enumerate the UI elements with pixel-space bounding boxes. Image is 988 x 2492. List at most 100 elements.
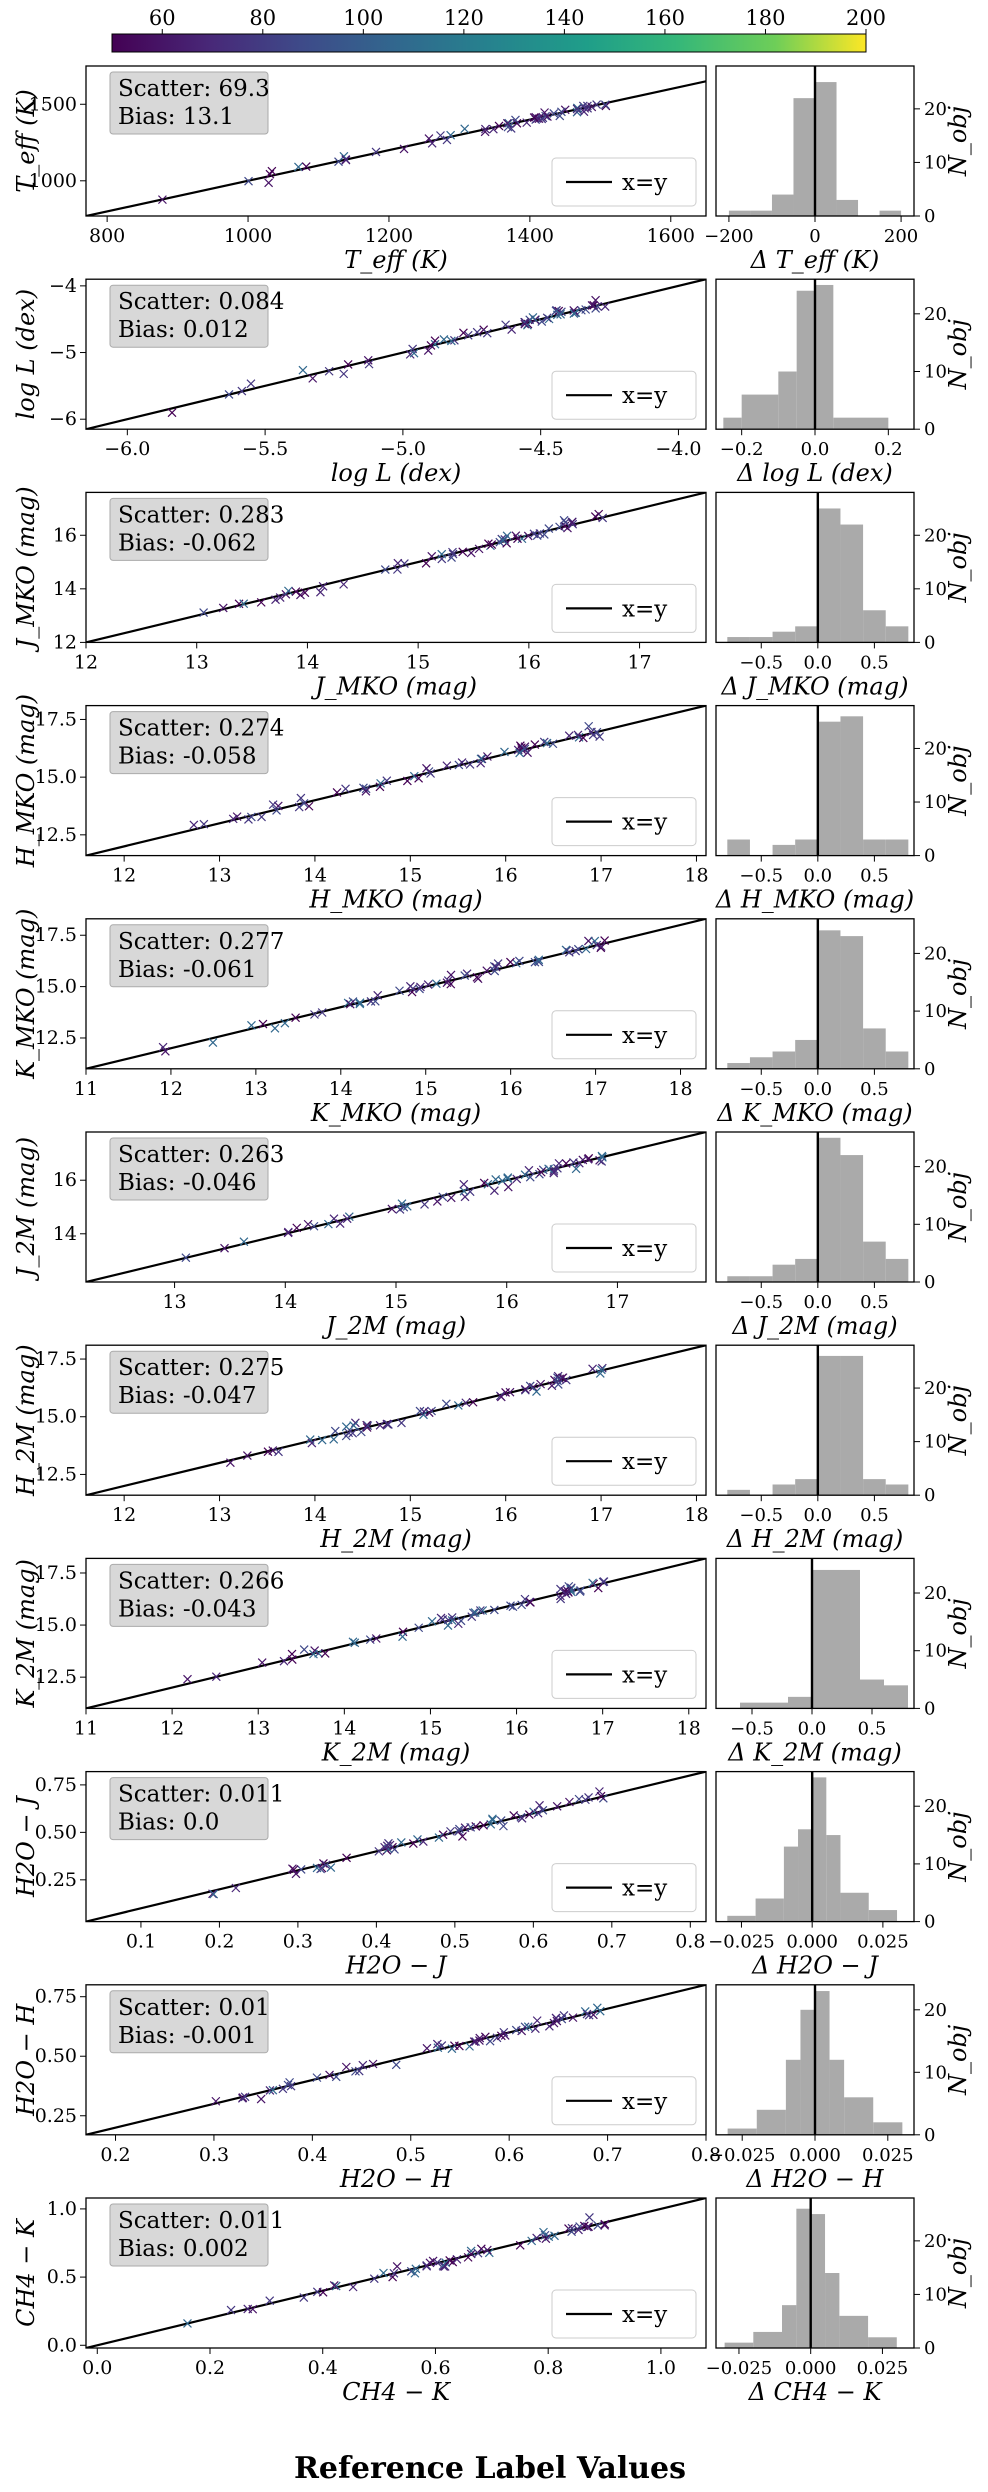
scatter-point [480, 127, 490, 137]
hist-bar [795, 626, 818, 643]
scatter-point [291, 587, 301, 597]
scatter-point [416, 982, 425, 992]
scatter-xtick-label: 17 [589, 1504, 613, 1526]
hist-bar [778, 371, 797, 430]
hist-bar [764, 1702, 788, 1709]
scatter-data-h2m [86, 1345, 706, 1496]
scatter-point [569, 306, 579, 315]
scatter-point [448, 549, 458, 559]
panel-kmko: 11 12 13 14 15 16 17 18 12.5 15.0 17.5 Scatter: 0.2… [12, 909, 972, 1127]
scatter-point [588, 730, 598, 740]
scatter-point [301, 162, 311, 171]
scatter-point [226, 2305, 236, 2315]
scatter-point [536, 1379, 546, 1389]
hist-ytick-label: 0 [924, 419, 935, 440]
panel-h2oj: 0.1 0.2 0.3 0.4 0.5 0.6 0.7 0.8 0.25 0.50 0.75 Scat… [12, 1770, 972, 1980]
scatter-point [370, 996, 380, 1006]
hist-bar [810, 2214, 826, 2348]
scatter-point [434, 1833, 444, 1843]
hist-xtick-label: −0.5 [739, 1292, 783, 1313]
scatter-ytick-label: −5 [49, 342, 77, 364]
scatter-axes-k2m [85, 1557, 707, 1710]
stats-box [109, 497, 269, 561]
hist-bar [815, 1991, 830, 2135]
scatter-point [466, 548, 476, 558]
scatter-point [580, 1795, 590, 1805]
scatter-point [304, 801, 314, 811]
scatter-ytick-label: 0.50 [35, 1821, 77, 1843]
scatter-point [414, 773, 424, 783]
legend-label: x=y [622, 1236, 667, 1262]
scatter-point [453, 1400, 463, 1410]
scatter-point [482, 2245, 492, 2255]
scatter-point [392, 2261, 402, 2271]
legend-box [551, 2076, 697, 2126]
scatter-point [247, 1020, 256, 1030]
scatter-point [549, 1166, 559, 1176]
panel-ch4k: 0.0 0.2 0.4 0.6 0.8 1.0 0.0 0.5 1.0 Scatter: 0.01… [12, 2197, 972, 2406]
identity-line [86, 1771, 706, 1922]
scatter-point [308, 373, 318, 383]
legend-label: x=y [622, 170, 667, 196]
scatter-point [488, 1814, 497, 1824]
scatter-point [382, 776, 392, 786]
hist-bar [727, 1276, 750, 1282]
scatter-point [598, 513, 608, 523]
scatter-stat: Scatter: 0.011 [118, 2208, 284, 2234]
scatter-point [517, 2026, 527, 2036]
scatter-ytick-label: 0.25 [35, 2105, 77, 2127]
hist-xtick-label: 0.0 [804, 866, 833, 887]
scatter-xtick-label: 18 [677, 1717, 701, 1739]
scatter-point [539, 737, 549, 747]
scatter-point [283, 586, 293, 596]
scatter-point [380, 565, 390, 574]
scatter-point [500, 747, 509, 757]
scatter-stat: Scatter: 0.266 [118, 1568, 284, 1594]
scatter-point [432, 1197, 442, 1206]
hist-xtick-label: −0.2 [720, 439, 764, 460]
scatter-point [446, 130, 456, 140]
scatter-point [488, 1815, 498, 1825]
scatter-point [595, 1369, 605, 1378]
scatter-point [341, 784, 350, 794]
scatter-ytick-label: 17.5 [35, 1562, 77, 1584]
scatter-point [482, 966, 492, 976]
scatter-stat: Scatter: 0.283 [118, 502, 284, 528]
scatter-point [157, 195, 167, 205]
scatter-point [463, 2252, 473, 2262]
scatter-point [286, 2081, 296, 2091]
hist-xtick-label: −0.5 [739, 1079, 783, 1100]
scatter-point [441, 2258, 451, 2268]
scatter-point [458, 1832, 467, 1841]
scatter-point [268, 2085, 278, 2095]
scatter-point [585, 2213, 594, 2222]
hist-xlabel: Δ H_2M (mag) [726, 1525, 904, 1553]
hist-bar [868, 1910, 898, 1922]
hist-xtick-label: 0 [809, 226, 820, 247]
hist-bar [782, 2305, 797, 2348]
scatter-xtick-label: −4.0 [655, 438, 701, 460]
scatter-xtick-label: 11 [74, 1078, 98, 1100]
legend-box [551, 157, 697, 207]
scatter-data-hmko [86, 705, 706, 856]
scatter-point [524, 1810, 534, 1820]
scatter-point [442, 761, 452, 771]
scatter-point [239, 599, 249, 609]
scatter-point [583, 936, 593, 946]
scatter-point [292, 1223, 302, 1233]
scatter-ytick-label: 0.5 [47, 2266, 77, 2288]
scatter-ytick-label: 0.75 [35, 1774, 77, 1796]
scatter-point [189, 820, 199, 830]
scatter-point [508, 1602, 518, 1612]
scatter-point [181, 1253, 191, 1263]
hist-axes [715, 2197, 915, 2349]
scatter-point [517, 1813, 527, 1823]
legend-label: x=y [622, 1662, 667, 1688]
scatter-point [489, 1186, 499, 1196]
scatter-xtick-label: −5.0 [380, 438, 426, 460]
scatter-point [523, 748, 532, 758]
hist-bar [728, 210, 751, 216]
scatter-point [296, 590, 305, 600]
scatter-point [499, 1821, 508, 1831]
